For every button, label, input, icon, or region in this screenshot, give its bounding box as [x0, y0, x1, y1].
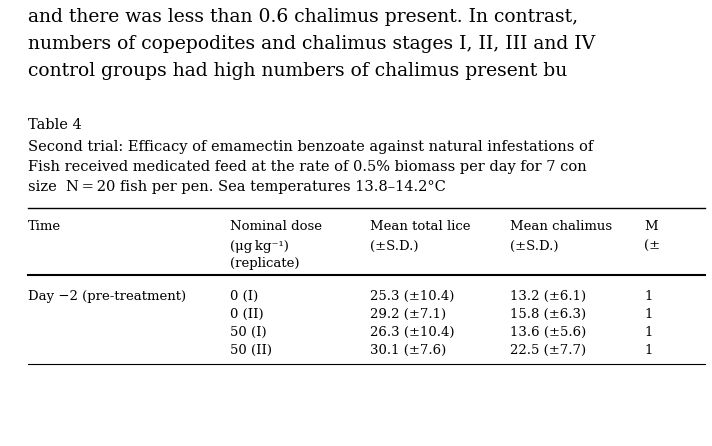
Text: Table 4: Table 4 [28, 118, 82, 132]
Text: M: M [644, 220, 658, 233]
Text: 1: 1 [644, 290, 652, 303]
Text: (μg kg⁻¹): (μg kg⁻¹) [230, 240, 289, 253]
Text: numbers of copepodites and chalimus stages I, II, III and IV: numbers of copepodites and chalimus stag… [28, 35, 595, 53]
Text: size  N = 20 fish per pen. Sea temperatures 13.8–14.2°C: size N = 20 fish per pen. Sea temperatur… [28, 180, 446, 194]
Text: (replicate): (replicate) [230, 257, 300, 270]
Text: 0 (II): 0 (II) [230, 308, 263, 321]
Text: Day −2 (pre-treatment): Day −2 (pre-treatment) [28, 290, 186, 303]
Text: 0 (I): 0 (I) [230, 290, 258, 303]
Text: 50 (I): 50 (I) [230, 326, 266, 339]
Text: 22.5 (±7.7): 22.5 (±7.7) [510, 344, 586, 357]
Text: control groups had high numbers of chalimus present bu: control groups had high numbers of chali… [28, 62, 567, 80]
Text: Mean chalimus: Mean chalimus [510, 220, 612, 233]
Text: Time: Time [28, 220, 61, 233]
Text: 1: 1 [644, 308, 652, 321]
Text: 1: 1 [644, 344, 652, 357]
Text: Nominal dose: Nominal dose [230, 220, 322, 233]
Text: Fish received medicated feed at the rate of 0.5% biomass per day for 7 con: Fish received medicated feed at the rate… [28, 160, 587, 174]
Text: (±S.D.): (±S.D.) [510, 240, 558, 253]
Text: 26.3 (±10.4): 26.3 (±10.4) [370, 326, 454, 339]
Text: 1: 1 [644, 326, 652, 339]
Text: 13.6 (±5.6): 13.6 (±5.6) [510, 326, 586, 339]
Text: 50 (II): 50 (II) [230, 344, 272, 357]
Text: 13.2 (±6.1): 13.2 (±6.1) [510, 290, 586, 303]
Text: Second trial: Efficacy of emamectin benzoate against natural infestations of: Second trial: Efficacy of emamectin benz… [28, 140, 593, 154]
Text: 15.8 (±6.3): 15.8 (±6.3) [510, 308, 586, 321]
Text: (±: (± [644, 240, 660, 253]
Text: 29.2 (±7.1): 29.2 (±7.1) [370, 308, 446, 321]
Text: Mean total lice: Mean total lice [370, 220, 471, 233]
Text: (±S.D.): (±S.D.) [370, 240, 419, 253]
Text: and there was less than 0.6 chalimus present. In contrast,: and there was less than 0.6 chalimus pre… [28, 8, 578, 26]
Text: 25.3 (±10.4): 25.3 (±10.4) [370, 290, 454, 303]
Text: 30.1 (±7.6): 30.1 (±7.6) [370, 344, 446, 357]
